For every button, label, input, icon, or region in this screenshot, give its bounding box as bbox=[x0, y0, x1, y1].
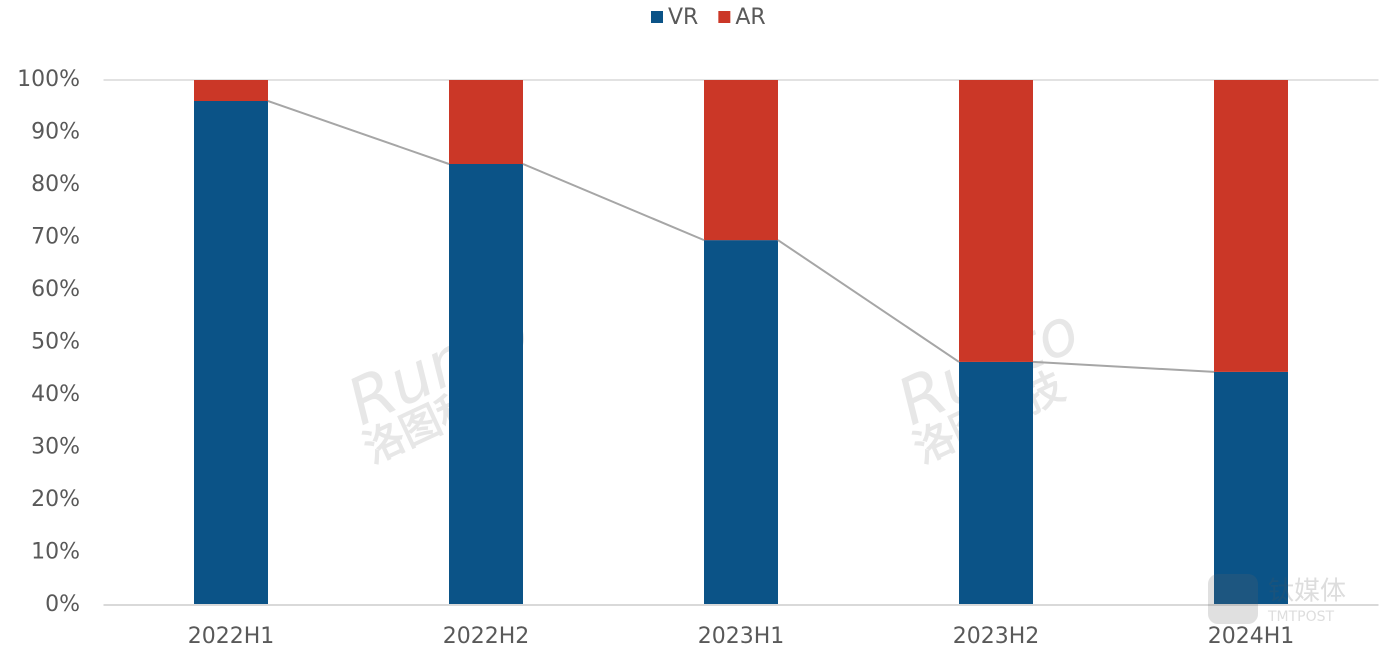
bar-segment bbox=[449, 164, 523, 605]
logo-watermark: 钛媒体 TMTPOST bbox=[1208, 574, 1346, 625]
logo-text: 钛媒体 bbox=[1268, 577, 1346, 607]
bar-segment bbox=[704, 80, 778, 241]
x-tick-label: 2022H2 bbox=[443, 624, 530, 649]
y-tick-label: 100% bbox=[17, 67, 80, 92]
series-line bbox=[1032, 360, 1215, 373]
y-tick-label: 10% bbox=[31, 540, 80, 565]
y-tick-label: 50% bbox=[31, 330, 80, 355]
series-line bbox=[522, 163, 705, 242]
y-tick-label: 40% bbox=[31, 382, 80, 407]
x-tick-label: 2024H1 bbox=[1208, 624, 1295, 649]
series-line bbox=[777, 239, 960, 363]
legend-label: AR bbox=[735, 5, 765, 30]
bar-segment bbox=[449, 80, 523, 164]
x-tick-label: 2023H1 bbox=[698, 624, 785, 649]
bar-segment bbox=[194, 80, 268, 101]
logo-subtext: TMTPOST bbox=[1267, 609, 1335, 625]
series-line bbox=[267, 100, 450, 165]
legend-swatch bbox=[651, 11, 663, 23]
y-tick-label: 70% bbox=[31, 225, 80, 250]
logo-icon bbox=[1208, 574, 1258, 624]
y-tick-label: 60% bbox=[31, 277, 80, 302]
x-tick-label: 2023H2 bbox=[953, 624, 1040, 649]
y-tick-label: 30% bbox=[31, 435, 80, 460]
legend-swatch bbox=[718, 11, 731, 23]
y-tick-label: 20% bbox=[31, 487, 80, 512]
bar-segment bbox=[1214, 80, 1288, 372]
y-tick-label: 0% bbox=[45, 592, 80, 617]
legend-label: VR bbox=[668, 5, 698, 30]
bar-segment bbox=[704, 240, 778, 605]
x-tick-label: 2022H1 bbox=[188, 624, 275, 649]
y-tick-label: 90% bbox=[31, 120, 80, 145]
bar-segment bbox=[959, 80, 1033, 362]
bar-segment bbox=[959, 361, 1033, 605]
bar-segment bbox=[194, 101, 268, 605]
y-tick-label: 80% bbox=[31, 172, 80, 197]
bar-segment bbox=[1214, 371, 1288, 605]
